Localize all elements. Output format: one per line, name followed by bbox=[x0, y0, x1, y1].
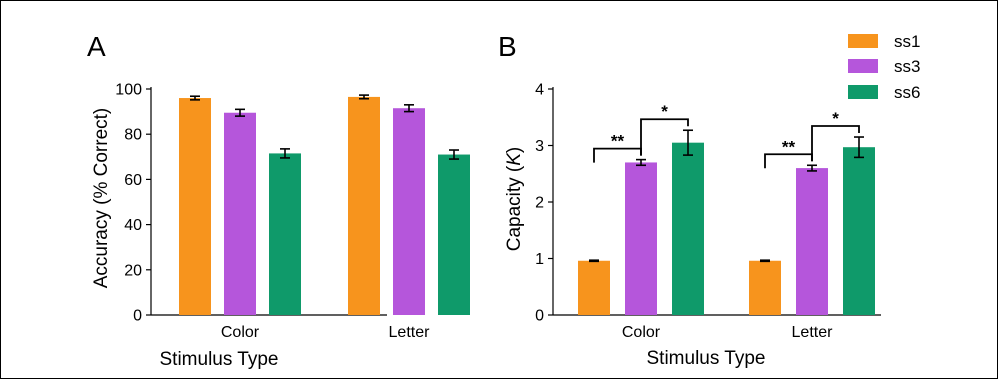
legend-label-ss3: ss3 bbox=[894, 57, 920, 76]
panel-a-bar-ss6-letter bbox=[438, 154, 470, 315]
panel-b-significance-label: * bbox=[661, 102, 668, 121]
panel-b-significance-label: * bbox=[832, 109, 839, 128]
panel-a-y-axis-title: Accuracy (% Correct) bbox=[91, 108, 112, 289]
panel-b-bar-ss1-letter bbox=[749, 260, 781, 315]
panel-b-x-axis-title: Stimulus Type bbox=[647, 348, 766, 369]
panel-b-significance-bracket bbox=[593, 147, 642, 163]
panel-b-bar-ss3-color bbox=[625, 162, 657, 315]
panel-a-y-tick-label: 80 bbox=[124, 127, 142, 144]
panel-a-y-tick-label: 100 bbox=[115, 82, 142, 99]
legend-swatch-ss6 bbox=[848, 85, 878, 99]
panel-b-x-tick-label: Color bbox=[622, 324, 661, 341]
panel-b-significance-bracket bbox=[764, 153, 813, 169]
panel-a-bar-ss1-letter bbox=[348, 96, 380, 315]
panel-b-bar-ss3-letter bbox=[796, 168, 828, 315]
panel-b-significance-label: ** bbox=[782, 137, 796, 156]
panel-a-bar-ss3-letter bbox=[393, 108, 425, 316]
panel-b-y-tick-label: 0 bbox=[535, 308, 544, 325]
legend-swatch-ss1 bbox=[848, 34, 878, 48]
panel-b-bar-ss1-color bbox=[578, 260, 610, 315]
panel-b-x-tick-label: Letter bbox=[792, 324, 834, 341]
panel-b-bar-ss6-color bbox=[672, 142, 704, 315]
panel-b-y-tick-label: 1 bbox=[535, 251, 544, 268]
panel-a-x-axis-title: Stimulus Type bbox=[160, 349, 279, 370]
panel-b-significance-bracket bbox=[640, 118, 689, 156]
panel-b-significance-label: ** bbox=[611, 132, 625, 151]
panel-a-bar-ss3-color bbox=[224, 112, 256, 315]
panel-b-y-tick-label: 3 bbox=[535, 138, 544, 155]
legend-label-ss6: ss6 bbox=[894, 83, 920, 102]
panel-a-letter: A bbox=[87, 31, 106, 62]
panel-a-x-tick-label: Letter bbox=[389, 324, 431, 341]
panel-a-plot: 0 20 40 60 80 100 Color Letter bbox=[115, 82, 470, 341]
panel-b-significance-bracket bbox=[811, 125, 860, 162]
legend: ss1 ss3 ss6 bbox=[848, 32, 920, 102]
panel-b-y-tick-label: 2 bbox=[535, 195, 544, 212]
panel-b-bar-ss6-letter bbox=[843, 147, 875, 315]
panel-a-bar-ss1-color bbox=[179, 98, 211, 315]
panel-b-y-tick-label: 4 bbox=[535, 82, 544, 99]
legend-label-ss1: ss1 bbox=[894, 32, 920, 51]
panel-a-y-tick-label: 40 bbox=[124, 217, 142, 234]
panel-a-bar-ss6-color bbox=[269, 153, 301, 315]
panel-a-x-tick-label: Color bbox=[221, 324, 260, 341]
panel-a-y-tick-label: 20 bbox=[124, 262, 142, 279]
panel-b-y-axis-title: Capacity (K) bbox=[504, 147, 525, 252]
panel-a-y-tick-label: 60 bbox=[124, 172, 142, 189]
panel-a-y-tick-label: 0 bbox=[133, 308, 142, 325]
panel-b-letter: B bbox=[498, 31, 517, 62]
legend-swatch-ss3 bbox=[848, 59, 878, 73]
